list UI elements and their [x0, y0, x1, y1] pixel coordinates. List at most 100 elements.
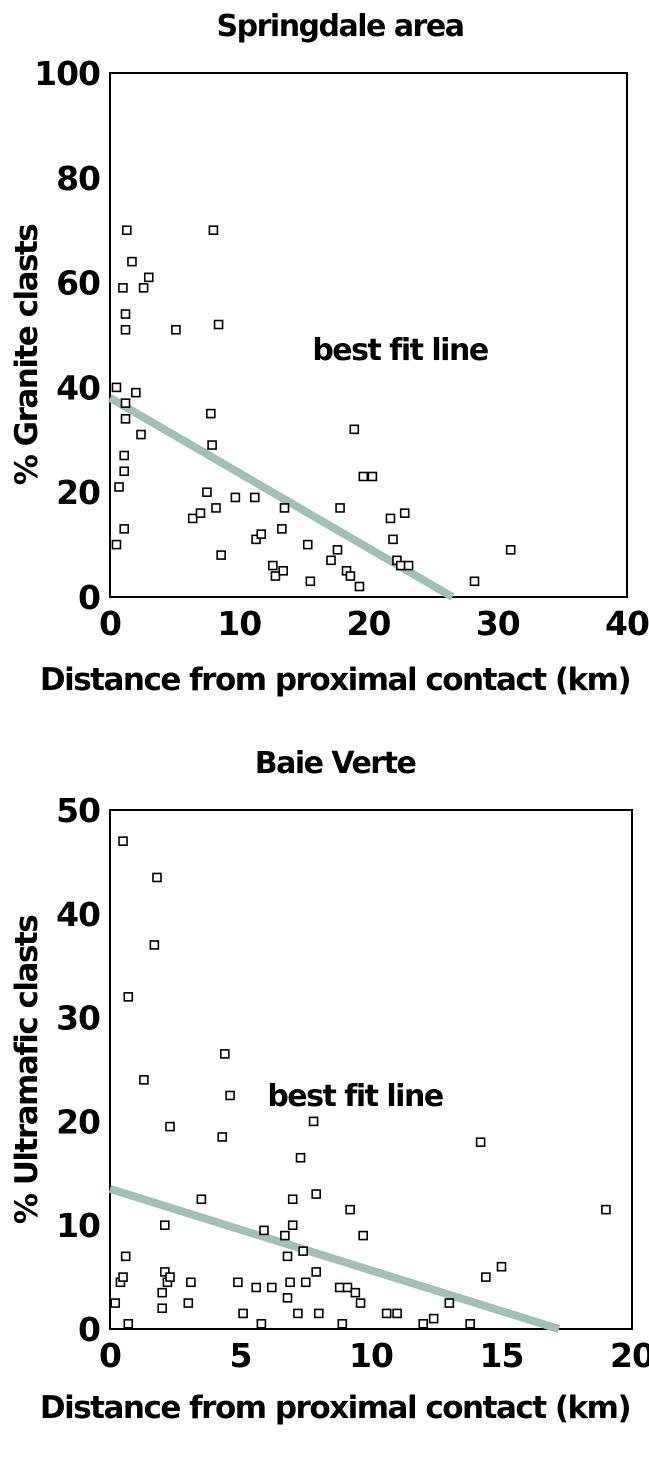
data-point — [165, 1272, 175, 1282]
data-point — [469, 576, 480, 587]
x-tick-label: 20 — [610, 1336, 649, 1375]
y-tick-label: 0 — [78, 578, 100, 617]
best-fit-annotation: best fit line — [267, 1079, 443, 1114]
data-point — [118, 283, 128, 293]
data-point — [207, 440, 217, 450]
data-point — [428, 1313, 439, 1324]
data-point — [342, 1282, 353, 1293]
x-tick-label: 10 — [349, 1336, 393, 1375]
data-point — [183, 1298, 194, 1308]
data-point — [481, 1272, 491, 1282]
data-point — [332, 545, 343, 555]
data-point — [308, 1116, 319, 1127]
data-point — [118, 836, 128, 846]
x-tick-label: 20 — [347, 604, 391, 643]
data-point — [358, 1230, 368, 1241]
data-point — [418, 1319, 429, 1329]
data-point — [311, 1189, 321, 1199]
data-point — [136, 429, 146, 440]
data-point — [120, 309, 131, 319]
data-point — [354, 581, 365, 592]
data-point — [120, 398, 131, 408]
data-point — [326, 555, 336, 566]
data-point — [282, 1293, 293, 1303]
data-point — [335, 503, 345, 513]
chart-title: Baie Verte — [255, 746, 416, 781]
data-point — [505, 545, 516, 555]
data-point — [143, 272, 154, 283]
data-point — [251, 534, 261, 545]
data-point — [120, 324, 131, 335]
y-axis-label: % Ultramafic clasts — [9, 916, 45, 1224]
y-tick-label: 20 — [56, 1102, 100, 1141]
x-tick-label: 5 — [230, 1336, 252, 1375]
y-tick-label: 60 — [56, 264, 100, 303]
data-point — [251, 1282, 261, 1293]
data-point — [238, 1308, 248, 1319]
data-point — [345, 571, 356, 581]
data-point — [120, 1251, 131, 1262]
x-tick-label: 0 — [99, 1336, 121, 1375]
data-point — [385, 513, 396, 524]
data-point — [350, 1287, 361, 1298]
data-point — [139, 1075, 149, 1085]
chart-title: Springdale area — [217, 9, 464, 44]
data-point — [293, 1308, 303, 1319]
data-point — [601, 1204, 611, 1215]
data-points — [111, 225, 516, 592]
data-point — [396, 560, 406, 571]
data-point — [230, 492, 241, 503]
data-point — [217, 1132, 228, 1142]
y-tick-label: 80 — [56, 159, 100, 198]
data-point — [345, 1204, 355, 1215]
data-point — [311, 1267, 321, 1277]
x-axis-label: Distance from proximal contact (km) — [40, 1390, 630, 1426]
data-point — [279, 503, 290, 513]
tick-labels: 0 20 40 60 80 100 0 10 20 30 40 — [34, 54, 649, 643]
data-point — [152, 872, 162, 883]
data-point — [358, 471, 369, 482]
data-point — [337, 1319, 348, 1329]
y-tick-label: 50 — [56, 791, 100, 830]
x-tick-label: 15 — [480, 1336, 524, 1375]
data-point — [349, 424, 360, 435]
data-point — [381, 1308, 392, 1319]
data-point — [282, 1251, 293, 1262]
data-point — [216, 550, 226, 560]
data-point — [131, 387, 141, 398]
data-point — [220, 1049, 230, 1059]
data-point — [392, 1308, 402, 1319]
best-fit-annotation: best fit line — [312, 333, 488, 368]
data-point — [355, 1298, 366, 1308]
data-point — [259, 1225, 269, 1236]
best-fit-line — [108, 1185, 561, 1333]
y-tick-label: 100 — [34, 54, 100, 93]
data-point — [403, 560, 414, 571]
data-point — [225, 1090, 235, 1101]
data-point — [256, 529, 267, 539]
data-point — [388, 534, 398, 545]
data-point — [118, 1272, 128, 1282]
data-point — [285, 1277, 295, 1288]
y-axis-label: % Granite clasts — [9, 225, 45, 486]
data-point — [475, 1137, 486, 1147]
data-point — [267, 1282, 277, 1293]
data-point — [278, 565, 288, 576]
data-point — [270, 571, 281, 581]
baie-verte-chart: Baie Verte % Ultramafic clasts 0 10 20 30 40… — [9, 746, 649, 1426]
data-point — [110, 1298, 121, 1308]
data-point — [208, 225, 219, 235]
y-tick-label: 20 — [56, 473, 100, 512]
data-point — [300, 1277, 311, 1288]
tick-labels: 0 10 20 30 40 50 0 5 10 15 20 — [56, 791, 649, 1375]
springdale-chart: Springdale area % Granite clasts 0 20 40 60… — [9, 9, 649, 698]
data-point — [196, 1194, 207, 1205]
data-point — [334, 1282, 345, 1293]
data-point — [305, 576, 316, 587]
data-point — [268, 560, 278, 571]
x-tick-label: 0 — [99, 604, 121, 643]
data-point — [160, 1220, 170, 1230]
data-point — [165, 1121, 175, 1132]
data-point — [186, 1277, 196, 1288]
y-tick-label: 40 — [56, 895, 100, 934]
